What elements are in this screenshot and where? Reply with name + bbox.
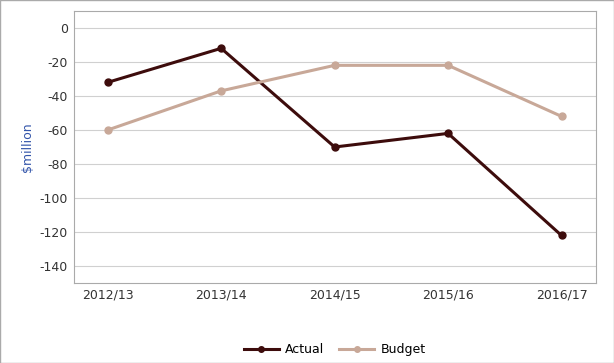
Legend: Actual, Budget: Actual, Budget xyxy=(239,338,430,362)
Line: Actual: Actual xyxy=(104,45,565,239)
Actual xyxy=(217,46,225,50)
Budget xyxy=(445,63,452,68)
Y-axis label: $million: $million xyxy=(21,122,34,172)
Budget xyxy=(558,114,565,119)
Budget xyxy=(104,128,111,132)
Budget xyxy=(331,63,338,68)
Actual xyxy=(104,80,111,85)
Budget xyxy=(217,89,225,93)
Actual xyxy=(445,131,452,135)
Actual xyxy=(558,233,565,238)
Actual xyxy=(331,145,338,149)
Line: Budget: Budget xyxy=(104,62,565,134)
